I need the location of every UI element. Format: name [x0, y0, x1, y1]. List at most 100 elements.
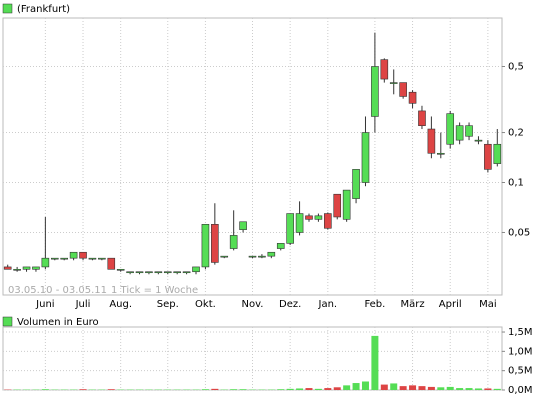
- candle-body: [493, 143, 502, 164]
- candle-body: [239, 221, 247, 230]
- candle-body: [352, 169, 360, 199]
- candle-body: [380, 59, 389, 80]
- volume-bar: [380, 384, 388, 390]
- candle-body: [98, 257, 106, 260]
- volume-bar: [427, 386, 435, 390]
- candle-body: [437, 152, 445, 155]
- candle-body: [305, 215, 313, 220]
- candle-body: [88, 257, 97, 260]
- candle-body: [163, 271, 172, 274]
- candle-body: [286, 213, 294, 244]
- volume-bar: [390, 383, 398, 390]
- candle-body: [389, 82, 398, 84]
- y-tick-label: 0,1: [508, 178, 524, 189]
- x-tick-label: Okt.: [195, 299, 216, 310]
- volume-bar: [107, 389, 115, 390]
- x-tick-label: Juni: [35, 299, 54, 310]
- candle-body: [135, 271, 144, 274]
- volume-bar: [474, 388, 482, 390]
- candle-body: [60, 257, 68, 260]
- legend-swatch: [2, 316, 13, 327]
- volume-bar: [465, 388, 473, 390]
- candle-body: [173, 271, 181, 274]
- candle-body: [295, 213, 304, 233]
- volume-bar: [41, 389, 49, 390]
- candle-body: [3, 266, 12, 270]
- candle-body: [324, 213, 332, 229]
- candle-body: [474, 139, 483, 142]
- x-tick-label: Jan.: [318, 299, 338, 310]
- candle-body: [276, 243, 285, 249]
- candle-body: [229, 235, 238, 249]
- candle-body: [50, 257, 59, 260]
- candle-body: [182, 271, 191, 274]
- y-tick-label: 0,0M: [508, 385, 533, 396]
- volume-bar: [286, 388, 294, 390]
- candle-body: [211, 224, 219, 263]
- volume-bar: [361, 381, 369, 390]
- x-tick-label: März: [400, 299, 424, 310]
- volume-bar: [277, 389, 285, 390]
- volume-bar: [484, 388, 492, 390]
- candle-body: [248, 255, 257, 258]
- candle-body: [192, 266, 200, 273]
- candle-body: [484, 143, 492, 170]
- volume-bar: [456, 388, 464, 390]
- y-tick-label: 1,0M: [508, 346, 533, 357]
- candle-body: [408, 91, 417, 104]
- volume-bar: [418, 386, 426, 390]
- volume-bar: [437, 387, 445, 390]
- volume-bar: [446, 386, 454, 390]
- candle-body: [446, 113, 455, 145]
- candle-body: [116, 268, 125, 271]
- candle-body: [145, 271, 153, 274]
- candle-body: [22, 266, 31, 270]
- candle-body: [154, 271, 163, 274]
- candle-body: [314, 215, 323, 220]
- y-tick-label: 0,05: [508, 227, 530, 238]
- candle-body: [201, 224, 210, 268]
- volume-bar: [239, 389, 247, 390]
- x-tick-label: Feb.: [364, 299, 385, 310]
- y-tick-label: 0,5: [508, 62, 524, 73]
- volume-bar: [314, 388, 322, 390]
- volume-bar: [211, 388, 219, 390]
- candle-body: [399, 82, 407, 97]
- x-tick-label: April: [439, 299, 462, 310]
- volume-bar: [399, 386, 407, 390]
- volume-bar: [305, 388, 313, 390]
- candle-body: [333, 193, 342, 218]
- x-tick-label: Mai: [479, 299, 497, 310]
- x-tick-label: Nov.: [242, 299, 264, 310]
- volume-bar: [343, 385, 351, 390]
- candle-body: [267, 251, 276, 257]
- candle-body: [107, 257, 116, 270]
- x-tick-label: Sep.: [157, 299, 179, 310]
- y-tick-label: 0,2: [508, 128, 524, 139]
- tick-note: 1 Tick = 1 Woche: [111, 285, 198, 296]
- volume-bar: [409, 385, 417, 390]
- legend-swatch: [2, 3, 13, 14]
- candle-body: [69, 251, 78, 259]
- candle-body: [427, 128, 436, 154]
- candle-body: [342, 189, 351, 220]
- legend-label: Volumen in Euro: [17, 317, 99, 328]
- candle-body: [371, 66, 379, 117]
- volume-bar: [371, 335, 379, 390]
- volume-bar: [296, 388, 304, 390]
- legend-label: (Frankfurt): [17, 4, 70, 15]
- candle-body: [41, 257, 50, 268]
- candle-body: [220, 255, 229, 258]
- volume-bar: [352, 383, 360, 390]
- x-tick-label: Dez.: [279, 299, 301, 310]
- candle-body: [455, 125, 464, 141]
- candle-body: [32, 266, 40, 270]
- candle-body: [465, 125, 473, 137]
- candle-body: [361, 132, 370, 183]
- y-tick-label: 1,5M: [508, 327, 533, 338]
- x-tick-label: Juli: [75, 299, 91, 310]
- candle-body: [13, 268, 21, 271]
- volume-bar: [493, 388, 501, 390]
- volume-bar: [201, 389, 209, 390]
